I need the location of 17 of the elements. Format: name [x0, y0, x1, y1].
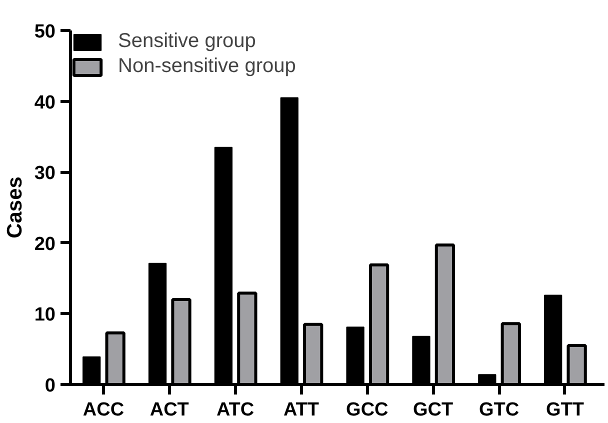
- y-tick-label: 40: [34, 92, 56, 114]
- x-tick-label: GCT: [413, 400, 454, 420]
- x-tick-label: ATT: [283, 400, 320, 420]
- y-tick-label: 20: [34, 234, 56, 255]
- y-tick-label: 0: [44, 376, 56, 396]
- legend-label: Sensitive group: [118, 30, 256, 53]
- x-tick-label: ACT: [150, 400, 190, 420]
- y-axis-title: Cases: [3, 176, 26, 238]
- y-tick-label: 30: [34, 163, 56, 184]
- x-tick-label: GCC: [346, 400, 389, 420]
- x-tick-label: ACC: [82, 400, 124, 420]
- x-tick-label: GTC: [478, 400, 520, 420]
- legend-label: Non-sensitive group: [118, 55, 296, 78]
- x-tick-label: GTT: [546, 400, 584, 420]
- x-tick-label: ATC: [216, 400, 254, 420]
- y-tick-label: 10: [34, 304, 56, 326]
- y-tick-label: 50: [34, 22, 56, 42]
